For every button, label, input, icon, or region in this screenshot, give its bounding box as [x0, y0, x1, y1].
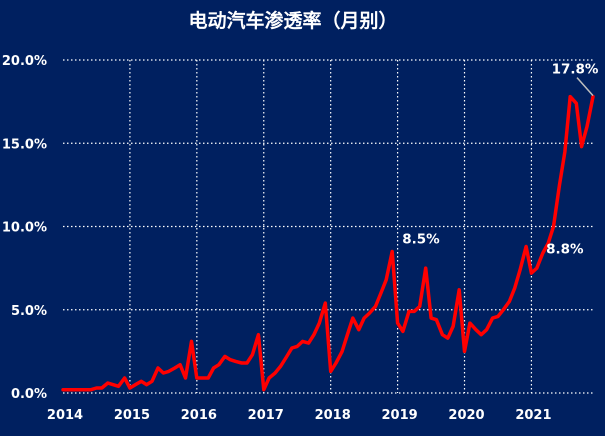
annotations: 8.5% 8.8% 17.8% — [402, 62, 599, 258]
x-tick-label: 2016 — [181, 408, 217, 423]
x-tick-label: 2020 — [448, 408, 484, 423]
y-tick-label: 15.0% — [2, 137, 47, 152]
y-tick-label: 20.0% — [2, 54, 47, 69]
annotation-leader — [576, 77, 594, 97]
y-tick-label: 10.0% — [2, 221, 47, 236]
axis-ticks: 0.0% 5.0% 10.0% 15.0% 20.0% 2014 2015 2016 2017 2… — [2, 54, 552, 423]
annotation-label: 17.8% — [552, 62, 599, 78]
x-tick-label: 2019 — [382, 408, 418, 423]
annotation-label: 8.5% — [402, 231, 440, 247]
x-tick-label: 2018 — [315, 408, 351, 423]
x-tick-label: 2021 — [515, 408, 551, 423]
y-tick-label: 5.0% — [11, 304, 47, 319]
annotation-label: 8.8% — [546, 241, 584, 257]
x-tick-label: 2017 — [248, 408, 284, 423]
x-tick-label: 2015 — [114, 408, 150, 423]
chart-title: 电动汽车渗透率（月别） — [188, 9, 397, 32]
y-tick-label: 0.0% — [11, 387, 47, 402]
x-tick-label: 2014 — [47, 408, 83, 423]
series-layer — [61, 94, 595, 392]
series-line — [61, 94, 595, 392]
